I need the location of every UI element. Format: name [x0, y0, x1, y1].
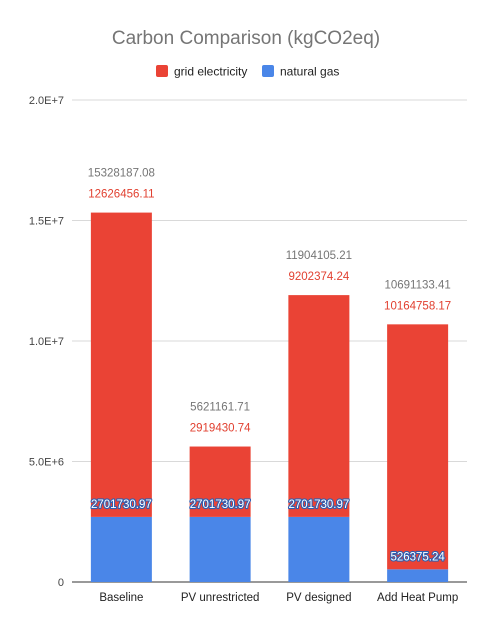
y-tick-label: 1.0E+7	[29, 336, 64, 348]
chart-title: Carbon Comparison (kgCO2eq)	[112, 28, 380, 49]
legend-swatch-grid-electricity	[156, 65, 168, 77]
grid-electricity-label: 2919430.74	[190, 423, 251, 435]
legend-label-natural-gas: natural gas	[280, 65, 339, 79]
natural-gas-label: 2701730.97	[91, 499, 152, 511]
y-tick-label: 5.0E+6	[29, 457, 64, 469]
bar-grid-electricity	[288, 295, 350, 517]
bar-natural-gas	[189, 516, 251, 582]
bar-natural-gas	[288, 516, 350, 582]
x-category-label: Add Heat Pump	[377, 592, 458, 604]
bar-natural-gas	[90, 516, 152, 582]
bars	[90, 212, 449, 582]
total-label: 15328187.08	[88, 168, 155, 180]
legend: grid electricity natural gas	[156, 65, 339, 79]
grid-electricity-label: 9202374.24	[288, 271, 349, 283]
bar-grid-electricity	[387, 324, 449, 570]
y-tick-label: 1.5E+7	[29, 216, 64, 228]
grid-electricity-label: 10164758.17	[384, 300, 451, 312]
x-category-label: PV unrestricted	[181, 592, 260, 604]
x-category-label: PV designed	[286, 592, 351, 604]
bar-grid-electricity	[189, 446, 251, 517]
natural-gas-label: 2701730.97	[288, 499, 349, 511]
data-labels: 15328187.08 12626456.11 2701730.97 5621161.…	[88, 168, 451, 565]
natural-gas-label: 2701730.97	[190, 499, 251, 511]
y-tick-label: 2.0E+7	[29, 95, 64, 107]
legend-label-grid-electricity: grid electricity	[174, 65, 247, 79]
bar-grid-electricity	[90, 212, 152, 517]
legend-swatch-natural-gas	[262, 65, 274, 77]
grid-electricity-label: 12626456.11	[88, 189, 154, 201]
total-label: 10691133.41	[384, 279, 450, 291]
natural-gas-label: 526375.24	[390, 551, 445, 563]
y-tick-label: 0	[58, 577, 64, 589]
x-axis: Baseline PV unrestricted PV designed Add He…	[99, 592, 458, 604]
total-label: 5621161.71	[190, 402, 250, 414]
x-category-label: Baseline	[99, 592, 143, 604]
total-label: 11904105.21	[286, 250, 352, 262]
bar-natural-gas	[387, 569, 449, 582]
y-axis: 0 5.0E+6 1.0E+7 1.5E+7 2.0E+7	[29, 95, 64, 589]
